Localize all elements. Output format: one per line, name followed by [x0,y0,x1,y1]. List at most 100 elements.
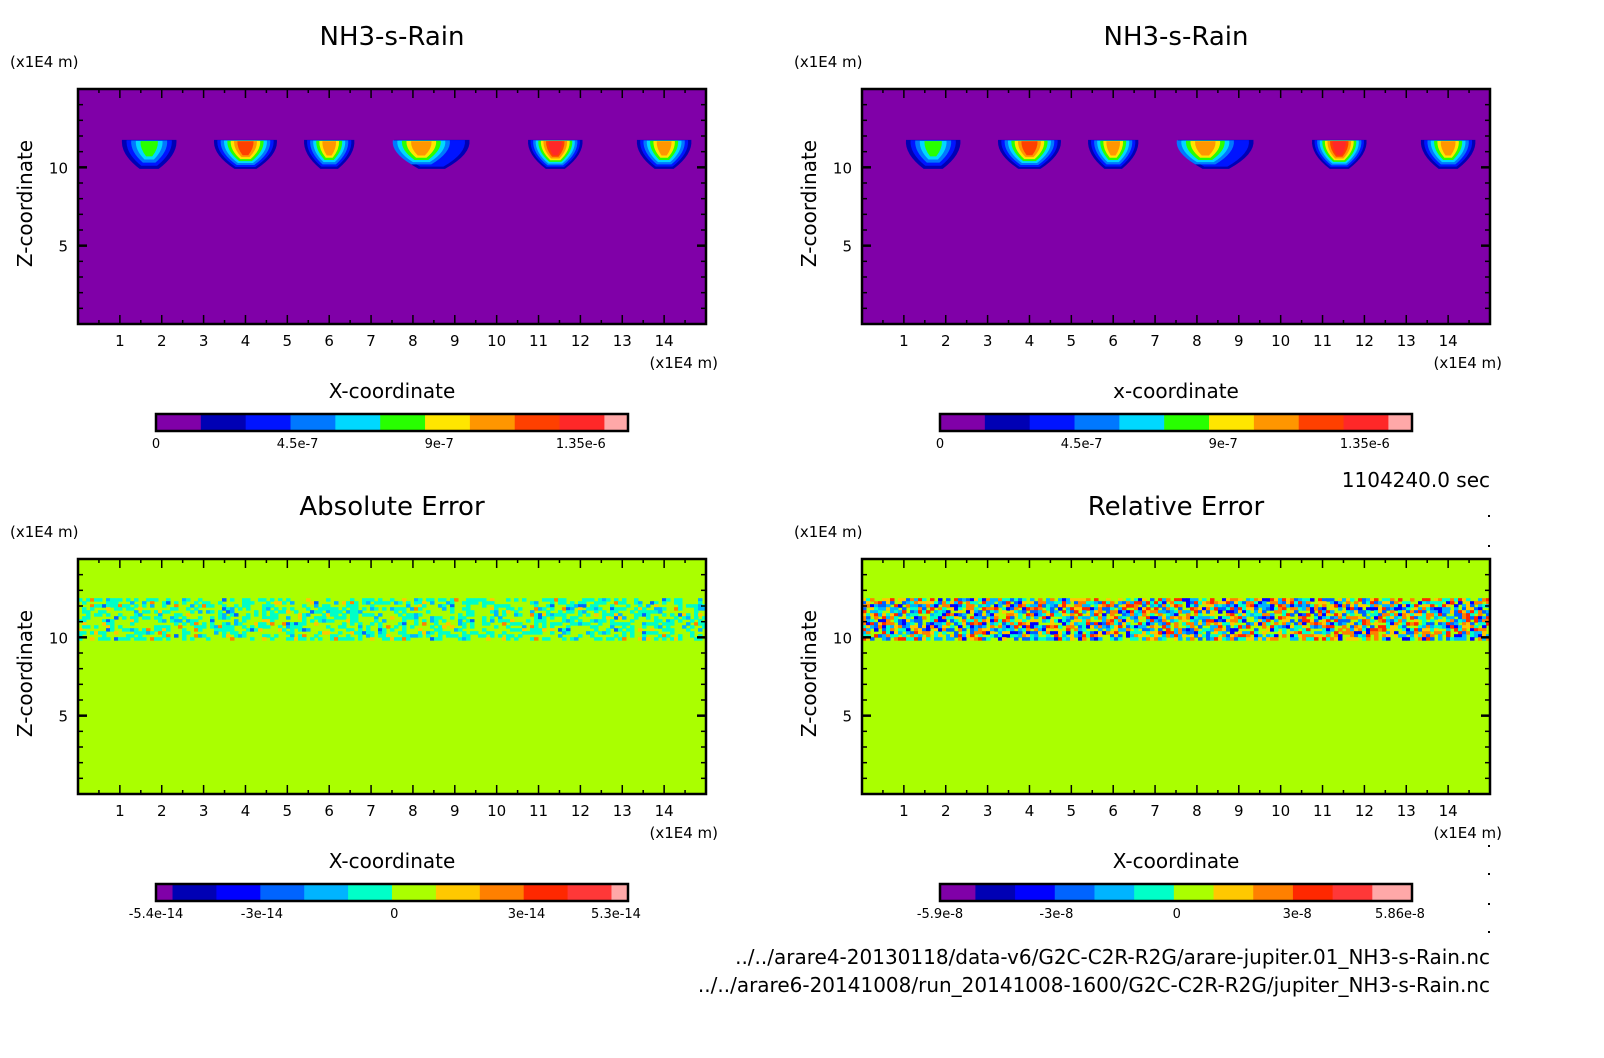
error-cell [510,628,515,632]
error-cell [1242,619,1247,623]
error-cell [458,616,463,620]
error-cell [1394,625,1399,629]
error-cell [870,598,875,602]
error-cell [434,628,439,632]
error-cell [278,628,283,632]
error-cell [698,628,703,632]
error-cell [590,634,595,638]
x-tick-label: 1 [115,802,125,820]
error-cell [1322,631,1327,635]
error-cell [410,613,415,617]
error-cell [530,625,535,629]
error-cell [974,622,979,626]
error-cell [914,625,919,629]
error-cell [470,619,475,623]
error-cell [1462,613,1467,617]
error-cell [1114,631,1119,635]
error-cell [1158,631,1163,635]
error-cell [1342,604,1347,608]
error-cell [662,622,667,626]
error-cell [1042,631,1047,635]
error-cell [102,610,107,614]
error-cell [934,622,939,626]
error-cell [386,637,391,641]
x-tick-label: 8 [1192,802,1202,820]
error-cell [142,610,147,614]
error-cell [226,610,231,614]
error-cell [1174,637,1179,641]
error-cell [862,616,867,620]
error-cell [490,634,495,638]
error-cell [290,601,295,605]
error-cell [894,610,899,614]
error-cell [1086,625,1091,629]
error-cell [1142,607,1147,611]
error-cell [494,604,499,608]
error-cell [186,631,191,635]
error-cell [890,625,895,629]
error-cell [1006,625,1011,629]
error-cell [1226,622,1231,626]
error-cell [186,607,191,611]
error-cell [1106,601,1111,605]
error-cell [922,604,927,608]
error-cell [166,637,171,641]
error-cell [130,616,135,620]
error-cell [1242,637,1247,641]
error-cell [990,601,995,605]
error-cell [1230,613,1235,617]
error-cell [982,616,987,620]
error-cell [1318,601,1323,605]
error-cell [1386,625,1391,629]
error-cell [470,610,475,614]
error-cell [134,619,139,623]
error-cell [982,622,987,626]
error-cell [1462,625,1467,629]
error-cell [450,616,455,620]
error-cell [1186,613,1191,617]
error-cell [1374,598,1379,602]
error-cell [426,610,431,614]
error-cell [350,631,355,635]
error-cell [1362,625,1367,629]
error-cell [558,598,563,602]
error-cell [874,613,879,617]
error-cell [950,607,955,611]
error-cell [574,637,579,641]
error-cell [1010,634,1015,638]
error-cell [670,631,675,635]
error-cell [350,628,355,632]
error-cell [1250,607,1255,611]
error-cell [1030,604,1035,608]
error-cell [294,625,299,629]
error-cell [950,619,955,623]
error-cell [1094,616,1099,620]
error-cell [982,625,987,629]
colorbar-swatch [1209,414,1255,431]
error-cell [290,634,295,638]
error-cell [1410,616,1415,620]
error-cell [1078,637,1083,641]
error-cell [1294,607,1299,611]
error-cell [1426,628,1431,632]
error-cell [210,622,215,626]
error-cell [882,619,887,623]
error-cell [1446,634,1451,638]
error-cell [1186,601,1191,605]
error-cell [90,631,95,635]
error-cell [430,637,435,641]
error-cell [1134,607,1139,611]
error-cell [966,607,971,611]
error-cell [586,607,591,611]
error-cell [162,628,167,632]
error-cell [1218,625,1223,629]
error-cell [1046,616,1051,620]
error-cell [962,631,967,635]
error-cell [350,604,355,608]
error-cell [1150,613,1155,617]
error-cell [1070,634,1075,638]
error-cell [1462,607,1467,611]
error-cell [362,631,367,635]
error-cell [1342,625,1347,629]
error-cell [1206,601,1211,605]
